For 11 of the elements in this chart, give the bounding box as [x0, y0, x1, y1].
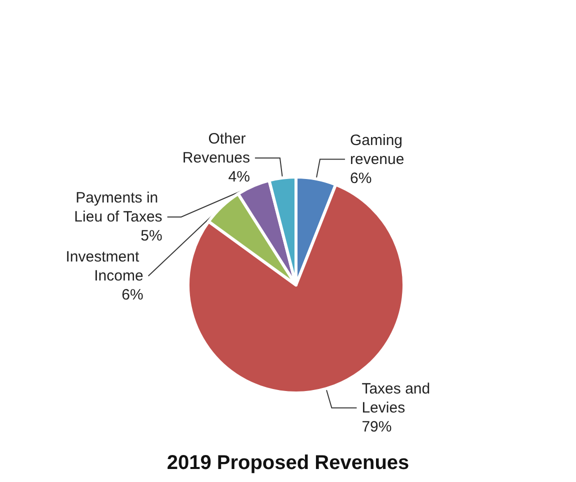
slice-label: Taxes and Levies [362, 380, 434, 416]
data-label: 5% [140, 228, 162, 245]
data-label: 6% [122, 286, 144, 304]
slice-label: Payments in Lieu of Taxes [74, 190, 162, 226]
data-label: 4% [228, 168, 250, 186]
data-label: 6% [350, 170, 372, 187]
slice-label: Investment Income [66, 248, 144, 285]
slice-label: Gaming revenue [350, 132, 407, 168]
data-label: 79% [362, 418, 392, 436]
text: 2019 Proposed Revenues [166, 452, 410, 474]
slice-label: Other Revenues [182, 130, 250, 167]
